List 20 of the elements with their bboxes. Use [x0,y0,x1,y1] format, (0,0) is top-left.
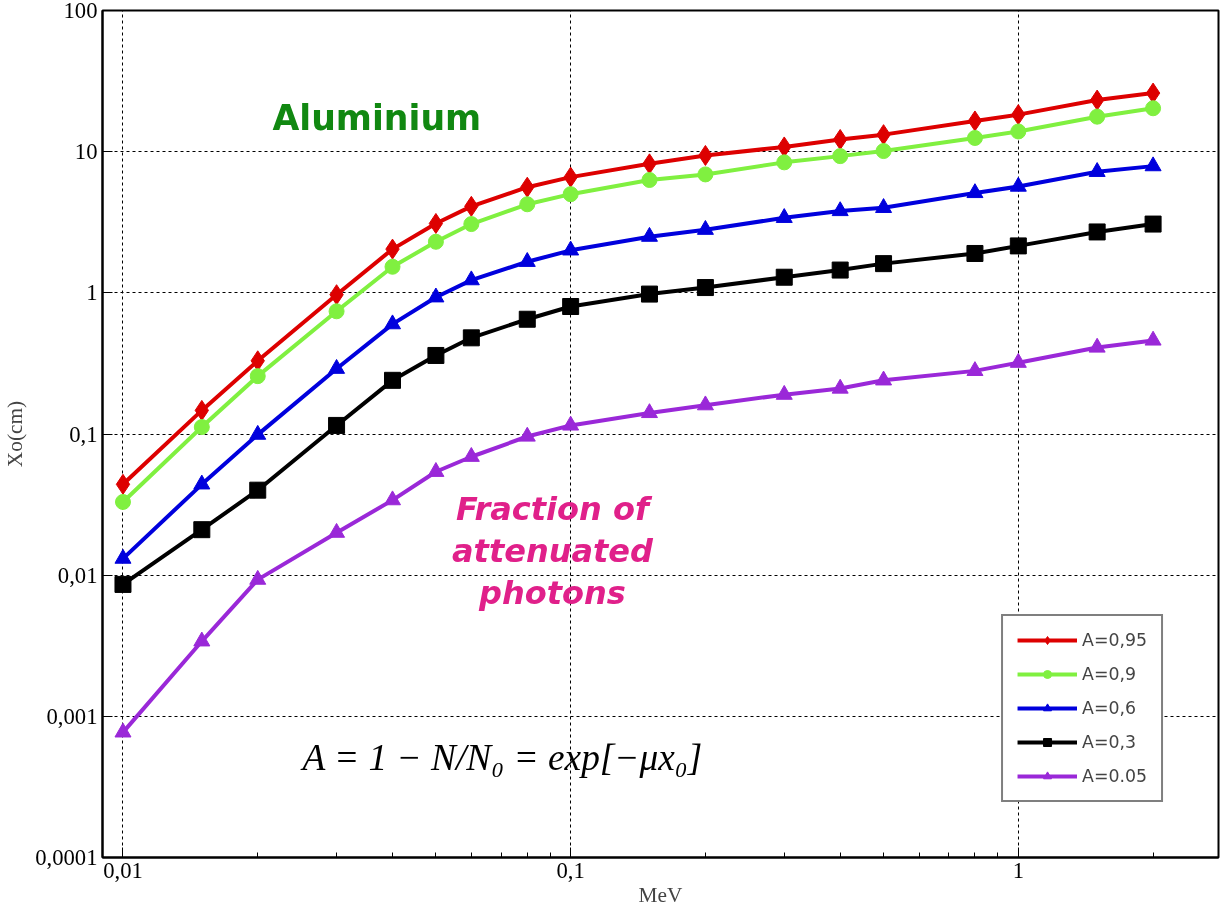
y-axis-title: Xo(cm) [3,400,28,468]
y-tick-label: 1 [86,280,98,306]
legend-label: A=0,9 [1082,664,1136,684]
legend-label: A=0.05 [1082,766,1147,786]
x-tick-label: 0,1 [556,857,585,883]
annotation: Fraction of attenuated photons [452,489,655,612]
y-tick-label: 0,0001 [35,845,98,870]
x-tick-label: 1 [1012,857,1024,883]
annotation: Aluminium [272,97,482,138]
legend-label: A=0,6 [1082,698,1136,718]
legend-label: A=0,95 [1082,630,1147,650]
x-tick-label: 0,01 [103,857,143,883]
legend-label: A=0,3 [1082,732,1136,752]
y-tick-label: 0,1 [69,421,98,447]
y-tick-label: 0,001 [46,703,98,729]
x-axis-title: MeV [638,882,684,907]
annotation: A = 1 − N/N₀ = exp[−μx₀] [299,736,703,778]
y-tick-label: 0,01 [57,562,98,588]
y-tick-label: 100 [63,0,98,23]
y-tick-label: 10 [74,139,98,165]
